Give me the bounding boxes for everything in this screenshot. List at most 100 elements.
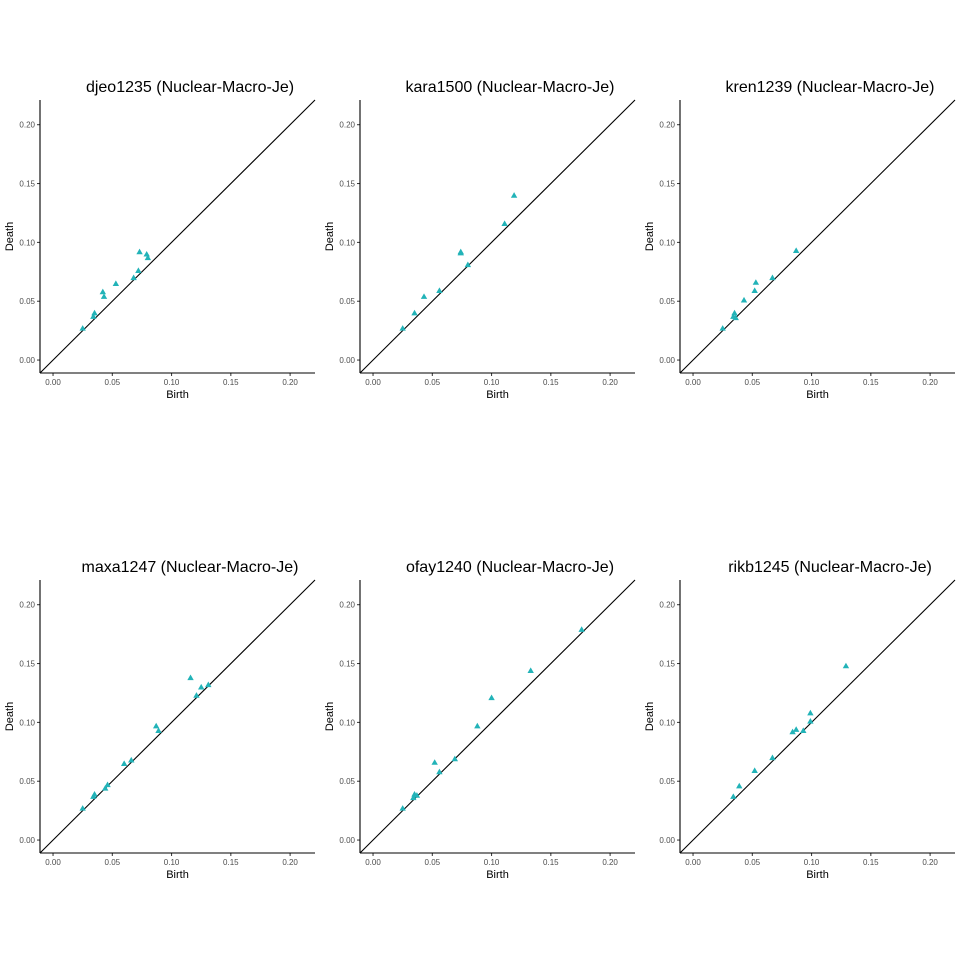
chart-title: kara1500 (Nuclear-Macro-Je) bbox=[406, 79, 615, 96]
diagonal bbox=[39, 99, 316, 374]
x-tick-label: 0.00 bbox=[685, 378, 701, 387]
y-tick-label: 0.15 bbox=[339, 180, 355, 189]
x-tick-label: 0.20 bbox=[282, 858, 298, 867]
y-axis-label: Death bbox=[324, 222, 336, 251]
panel: kren1239 (Nuclear-Macro-Je) Birth Death 0.0… bbox=[644, 79, 956, 401]
y-axis-label: Death bbox=[644, 222, 656, 251]
point bbox=[411, 309, 418, 316]
point bbox=[135, 267, 142, 274]
point bbox=[152, 722, 160, 729]
point bbox=[488, 694, 495, 701]
point bbox=[436, 768, 443, 775]
point bbox=[79, 325, 86, 331]
y-tick-label: 0.20 bbox=[659, 121, 675, 130]
y-tick-label: 0.10 bbox=[339, 718, 355, 727]
y-tick-label: 0.00 bbox=[659, 356, 675, 365]
point bbox=[193, 692, 200, 698]
x-tick-label: 0.05 bbox=[745, 378, 761, 387]
point bbox=[457, 249, 464, 256]
x-tick-label: 0.10 bbox=[804, 378, 820, 387]
x-tick-label: 0.05 bbox=[425, 378, 441, 387]
chart-title: maxa1247 (Nuclear-Macro-Je) bbox=[82, 559, 299, 576]
x-tick-label: 0.00 bbox=[365, 858, 381, 867]
point bbox=[464, 261, 472, 268]
point bbox=[431, 759, 438, 765]
x-axis-label: Birth bbox=[806, 869, 829, 881]
y-tick-label: 0.00 bbox=[659, 836, 675, 845]
point bbox=[79, 805, 86, 811]
y-tick-label: 0.10 bbox=[659, 238, 675, 247]
x-tick-label: 0.05 bbox=[745, 858, 761, 867]
point bbox=[474, 722, 481, 729]
x-tick-label: 0.20 bbox=[922, 858, 938, 867]
x-axis-label: Birth bbox=[486, 389, 509, 401]
point bbox=[736, 782, 743, 789]
point bbox=[792, 726, 800, 732]
diagonal bbox=[359, 99, 636, 374]
y-tick-label: 0.05 bbox=[19, 297, 35, 306]
point bbox=[527, 667, 534, 674]
point bbox=[128, 756, 135, 763]
y-tick-label: 0.05 bbox=[659, 297, 675, 306]
y-axis-label: Death bbox=[644, 702, 656, 731]
point bbox=[144, 254, 152, 261]
y-tick-label: 0.05 bbox=[339, 777, 355, 786]
y-tick-label: 0.05 bbox=[339, 297, 355, 306]
diagonal bbox=[359, 579, 636, 854]
y-tick-label: 0.10 bbox=[19, 238, 35, 247]
point bbox=[751, 767, 758, 774]
x-axis-label: Birth bbox=[166, 869, 189, 881]
y-tick-label: 0.20 bbox=[19, 601, 35, 610]
x-tick-label: 0.20 bbox=[282, 378, 298, 387]
x-tick-label: 0.10 bbox=[164, 378, 180, 387]
point bbox=[101, 785, 109, 791]
x-tick-label: 0.10 bbox=[484, 378, 500, 387]
panel: maxa1247 (Nuclear-Macro-Je) Birth Death 0.0… bbox=[4, 559, 316, 881]
point bbox=[510, 192, 518, 198]
x-tick-label: 0.00 bbox=[45, 378, 61, 387]
point bbox=[792, 247, 800, 254]
point bbox=[91, 790, 98, 797]
y-axis-label: Death bbox=[4, 222, 16, 251]
y-tick-label: 0.10 bbox=[659, 718, 675, 727]
point bbox=[451, 755, 459, 762]
y-tick-label: 0.15 bbox=[659, 180, 675, 189]
point bbox=[90, 313, 97, 319]
chart-title: kren1239 (Nuclear-Macro-Je) bbox=[726, 79, 935, 96]
point bbox=[205, 681, 212, 688]
y-tick-label: 0.15 bbox=[339, 660, 355, 669]
point bbox=[120, 760, 128, 766]
point bbox=[800, 727, 807, 734]
point bbox=[719, 325, 726, 331]
point bbox=[99, 288, 107, 295]
x-tick-label: 0.00 bbox=[365, 378, 381, 387]
point bbox=[187, 674, 194, 681]
point bbox=[399, 325, 406, 331]
point bbox=[769, 754, 776, 761]
point bbox=[752, 279, 760, 285]
point bbox=[769, 274, 776, 281]
x-tick-label: 0.05 bbox=[105, 858, 121, 867]
y-tick-label: 0.10 bbox=[19, 718, 35, 727]
x-tick-label: 0.00 bbox=[685, 858, 701, 867]
panel: kara1500 (Nuclear-Macro-Je) Birth Death 0.0… bbox=[324, 79, 636, 401]
point bbox=[130, 274, 137, 281]
point bbox=[410, 794, 417, 801]
x-tick-label: 0.15 bbox=[863, 378, 879, 387]
y-axis-label: Death bbox=[324, 702, 336, 731]
x-tick-label: 0.05 bbox=[425, 858, 441, 867]
y-tick-label: 0.20 bbox=[339, 121, 355, 130]
x-tick-label: 0.20 bbox=[922, 378, 938, 387]
y-tick-label: 0.15 bbox=[659, 660, 675, 669]
x-tick-label: 0.10 bbox=[484, 858, 500, 867]
point bbox=[198, 683, 205, 690]
panel: ofay1240 (Nuclear-Macro-Je) Birth Death 0.0… bbox=[324, 559, 636, 881]
point bbox=[100, 293, 108, 299]
y-tick-label: 0.20 bbox=[19, 121, 35, 130]
point bbox=[807, 718, 814, 724]
y-tick-label: 0.05 bbox=[19, 777, 35, 786]
point bbox=[740, 296, 748, 303]
x-tick-label: 0.05 bbox=[105, 378, 121, 387]
